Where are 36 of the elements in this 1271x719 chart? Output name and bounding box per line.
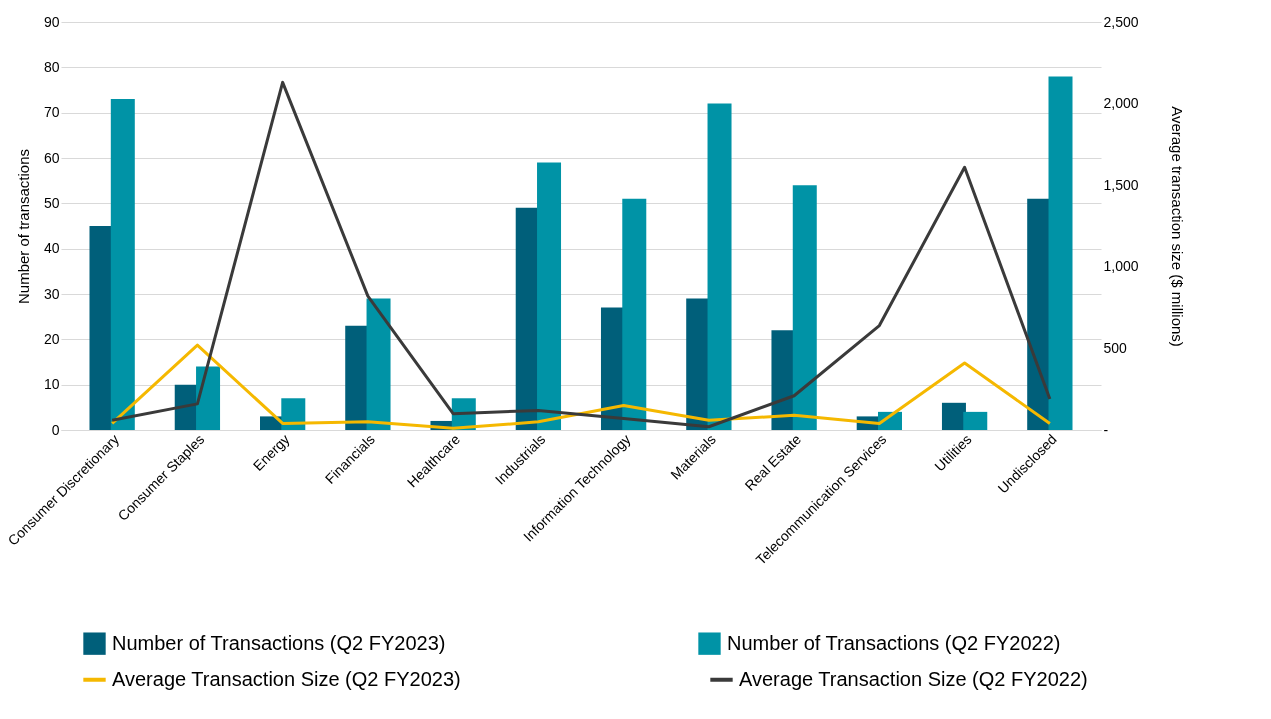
y-tick-label: 60 <box>43 149 60 166</box>
bar <box>196 366 221 430</box>
bar <box>707 103 732 430</box>
y-tick-label: 0 <box>51 421 60 438</box>
line-series <box>110 343 1052 430</box>
legend-label: Average Transaction Size (Q2 FY2023) <box>112 667 461 690</box>
bar <box>941 402 966 430</box>
y-tick-label: 90 <box>43 13 60 30</box>
legend-label: Number of Transactions (Q2 FY2022) <box>727 631 1061 654</box>
bar <box>366 298 391 430</box>
bar <box>281 398 306 430</box>
y-tick-label: 30 <box>43 285 60 302</box>
y-tick-label: 80 <box>43 58 60 75</box>
y2-tick-label: 1,000 <box>1103 258 1139 275</box>
bar <box>1048 76 1073 430</box>
y2-tick-label: 2,500 <box>1103 13 1139 30</box>
y-tick-label: 20 <box>43 330 60 347</box>
y-tick-label: 10 <box>43 376 60 393</box>
bar <box>537 162 562 430</box>
bar <box>792 185 817 430</box>
y-tick-label: 40 <box>43 240 60 257</box>
y-axis-title: Number of transactions <box>14 148 32 305</box>
y2-tick-label: 2,000 <box>1103 95 1139 112</box>
y2-tick-label: - <box>1103 421 1109 438</box>
legend-label: Number of Transactions (Q2 FY2023) <box>112 631 446 654</box>
y2-axis-title: Average transaction size ($ millions) <box>1168 106 1186 347</box>
y-tick-label: 70 <box>43 104 60 121</box>
y2-tick-label: 1,500 <box>1103 176 1139 193</box>
line-series <box>110 80 1052 429</box>
bar <box>110 99 135 430</box>
y-tick-label: 50 <box>43 194 60 211</box>
bar <box>622 198 647 430</box>
bar <box>89 226 114 430</box>
y2-tick-label: 500 <box>1103 339 1128 356</box>
bar <box>963 411 988 430</box>
legend-label: Average Transaction Size (Q2 FY2022) <box>739 667 1088 690</box>
